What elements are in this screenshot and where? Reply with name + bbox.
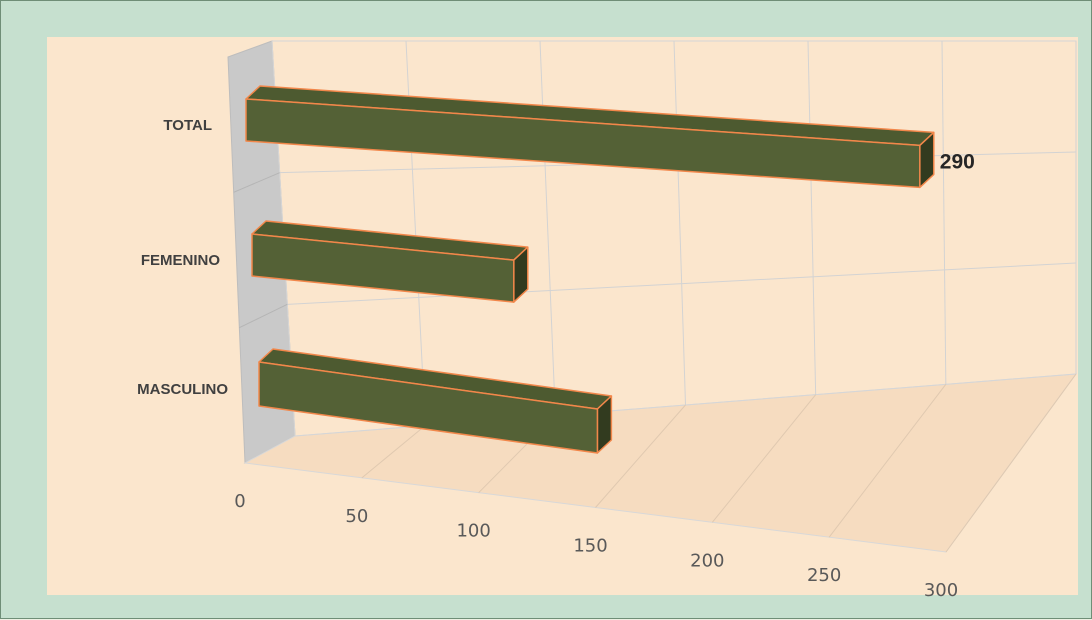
- vertical-gridline: [539, 40, 556, 416]
- floor-gridline: [945, 373, 1077, 553]
- vertical-gridline: [807, 40, 817, 395]
- floor-gridline: [361, 425, 426, 479]
- vertical-gridline: [941, 40, 947, 385]
- x-tick-label: 0: [234, 491, 245, 512]
- floor-gridline: [595, 404, 686, 508]
- data-label-total: 290: [940, 150, 975, 173]
- left-wall-gridline: [239, 303, 288, 329]
- bar-femenino: [251, 233, 515, 303]
- x-tick-label: 100: [456, 521, 490, 542]
- x-tick-label: 250: [807, 565, 841, 586]
- bar-masculino: [258, 361, 599, 454]
- x-tick-label: 200: [690, 550, 724, 571]
- floor-gridline: [711, 394, 817, 523]
- vertical-gridline: [673, 40, 686, 406]
- x-tick-label: 300: [924, 580, 958, 601]
- x-tick-label: 50: [345, 506, 368, 527]
- horizontal-gridline: [287, 262, 1077, 305]
- left-wall-gridline: [233, 172, 280, 193]
- x-tick-label: 150: [573, 536, 607, 557]
- floor-gridline: [828, 384, 947, 538]
- category-label-masculino: MASCULINO: [137, 381, 228, 398]
- category-label-femenino: FEMENINO: [141, 252, 221, 269]
- category-label-total: TOTAL: [163, 117, 212, 134]
- bar-total: [245, 98, 921, 189]
